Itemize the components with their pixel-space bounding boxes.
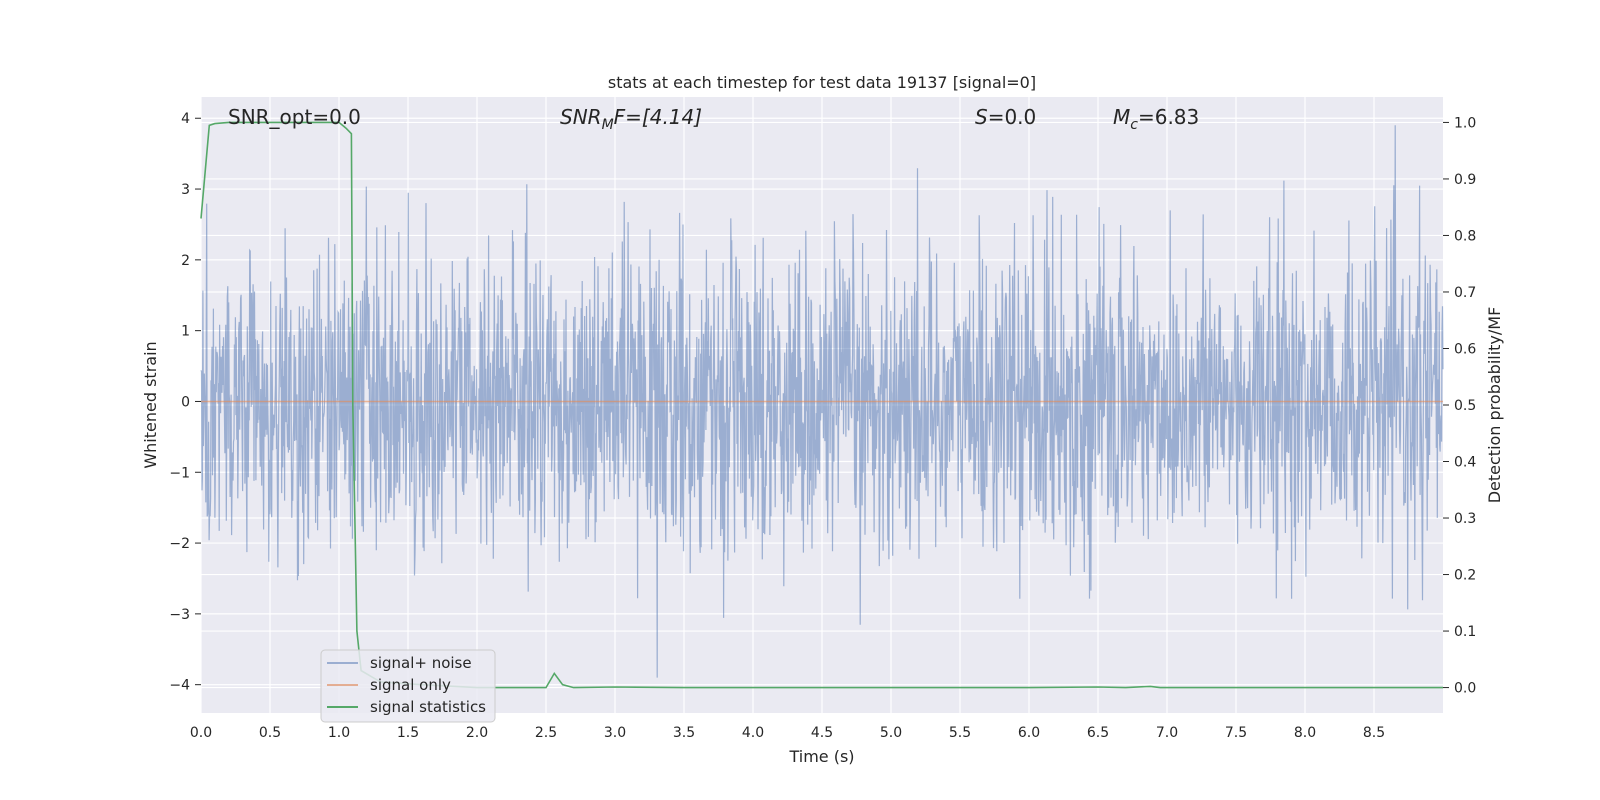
x-tick-label: 4.5 [811,725,833,741]
chart-title: stats at each timestep for test data 191… [608,73,1036,92]
legend-label-signal-only: signal only [370,676,451,694]
x-tick-label: 2.5 [535,725,557,741]
x-tick-label: 8.0 [1294,725,1316,741]
x-tick-label: 3.0 [604,725,626,741]
y-axis-label-left: Whitened strain [141,341,160,468]
annotation-snr-opt: SNR_opt=0.0 [228,105,361,129]
y-tick-label-right: 0.4 [1454,455,1476,471]
x-tick-label: 7.5 [1225,725,1247,741]
x-tick-label: 2.0 [466,725,488,741]
x-tick-label: 4.0 [742,725,764,741]
y-tick-label-left: −4 [169,678,190,694]
legend: signal+ noise signal only signal statist… [320,649,496,723]
signal-statistics-line [200,121,1443,689]
legend-label-signal-statistics: signal statistics [370,698,486,716]
y-tick-label-left: 0 [181,394,190,410]
x-axis-label: Time (s) [788,747,854,766]
x-tick-label: 5.5 [949,725,971,741]
x-tick-label: 6.5 [1087,725,1109,741]
y-tick-label-right: 0.2 [1454,568,1476,584]
x-tick-label: 3.5 [673,725,695,741]
y-tick-label-left: 2 [181,253,190,269]
x-tick-label: 0.5 [259,725,281,741]
annotation-snr-mf: SNRMF=[4.14] [560,105,702,133]
y-tick-label-right: 0.9 [1454,172,1476,188]
x-tick-label: 7.0 [1156,725,1178,741]
annotation-mc: Mc=6.83 [1113,105,1199,133]
y-tick-label-right: 0.1 [1454,624,1476,640]
y-tick-label-left: 4 [181,111,190,127]
legend-box [320,649,496,723]
y-tick-label-right: 0.8 [1454,228,1476,244]
y-tick-label-right: 0.7 [1454,285,1476,301]
y-tick-label-right: 0.6 [1454,341,1476,357]
y-tick-label-left: −3 [169,607,190,623]
x-tick-label: 1.5 [397,725,419,741]
x-tick-label: 0.0 [190,725,212,741]
y-tick-label-right: 0.3 [1454,511,1476,527]
y-tick-label-left: −2 [169,536,190,552]
y-tick-label-left: 3 [181,182,190,198]
ticks: 0.0 0.5 1.0 1.5 2.0 2.5 3.0 3.5 4.0 4.5 5.0 5.5 6.0 6… [169,111,1476,741]
x-tick-label: 8.5 [1363,725,1385,741]
legend-label-signal-noise: signal+ noise [370,654,472,672]
x-tick-label: 5.0 [880,725,902,741]
x-tick-label: 6.0 [1018,725,1040,741]
annotation-s: S=0.0 [975,105,1036,129]
y-tick-label-left: −1 [169,465,190,481]
signal-statistics-series [200,121,1443,689]
x-tick-label: 1.0 [328,725,350,741]
y-tick-label-right: 0.0 [1454,681,1476,697]
y-tick-label-right: 1.0 [1454,115,1476,131]
y-axis-label-right: Detection probability/MF [1485,307,1504,504]
y-tick-label-right: 0.5 [1454,398,1476,414]
y-tick-label-left: 1 [181,324,190,340]
